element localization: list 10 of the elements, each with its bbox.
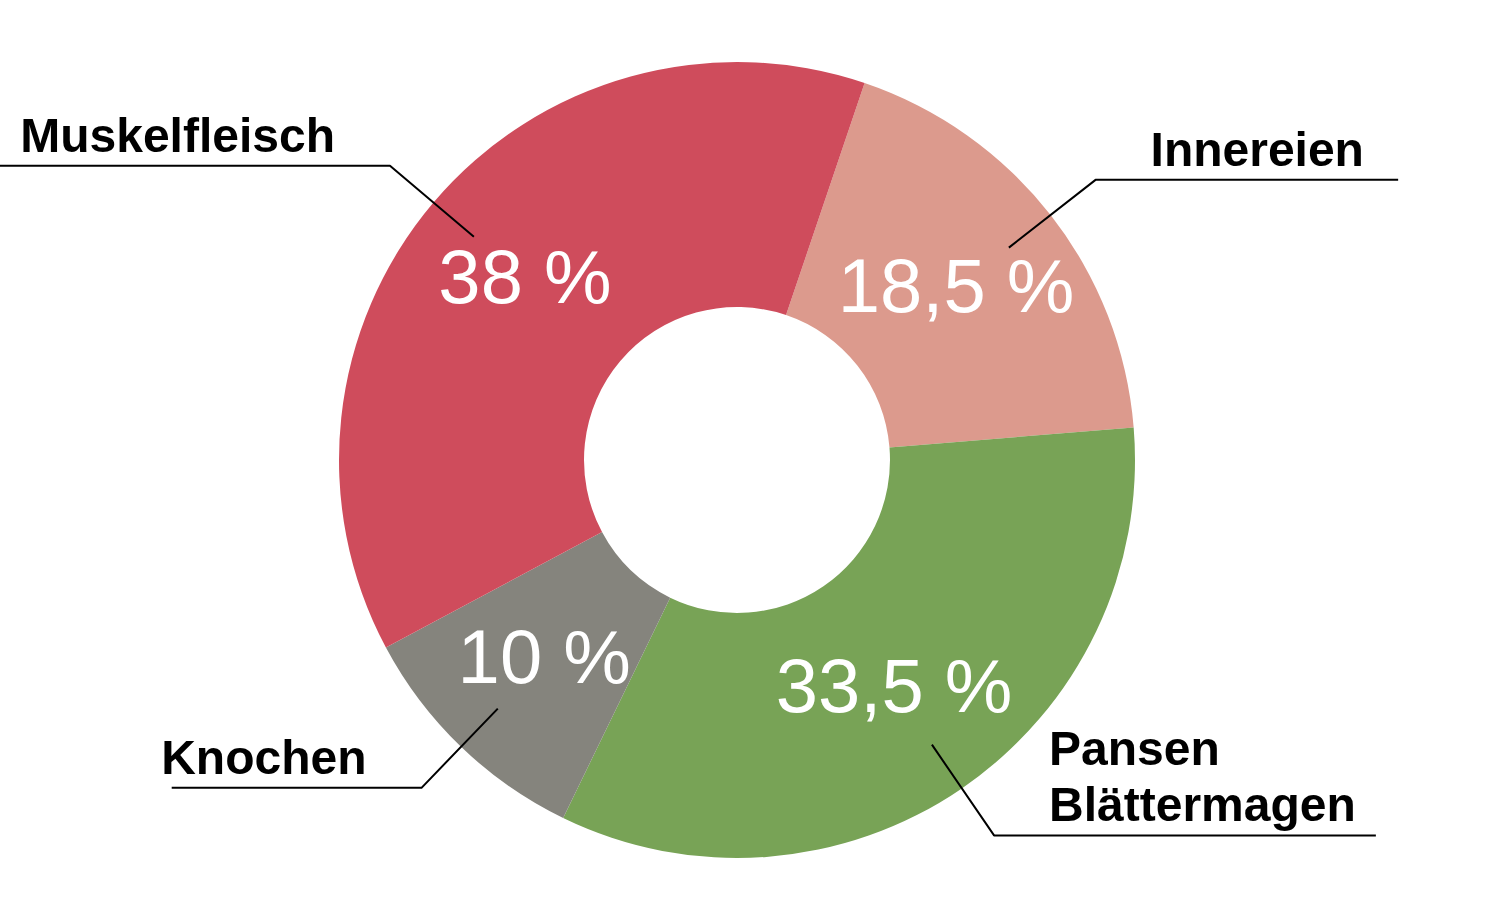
slice-label: Knochen <box>161 730 367 784</box>
data-label: 10 % <box>457 614 631 700</box>
donut-slice <box>786 83 1134 448</box>
data-label: 38 % <box>438 234 612 320</box>
data-label: 18,5 % <box>837 242 1075 328</box>
slice-label: Pansen Blättermagen <box>1049 722 1356 832</box>
slice-label: Innereien <box>1150 122 1364 176</box>
donut-slice <box>385 532 671 819</box>
data-label: 33,5 % <box>775 643 1013 729</box>
slice-label: Muskelfleisch <box>20 108 335 162</box>
